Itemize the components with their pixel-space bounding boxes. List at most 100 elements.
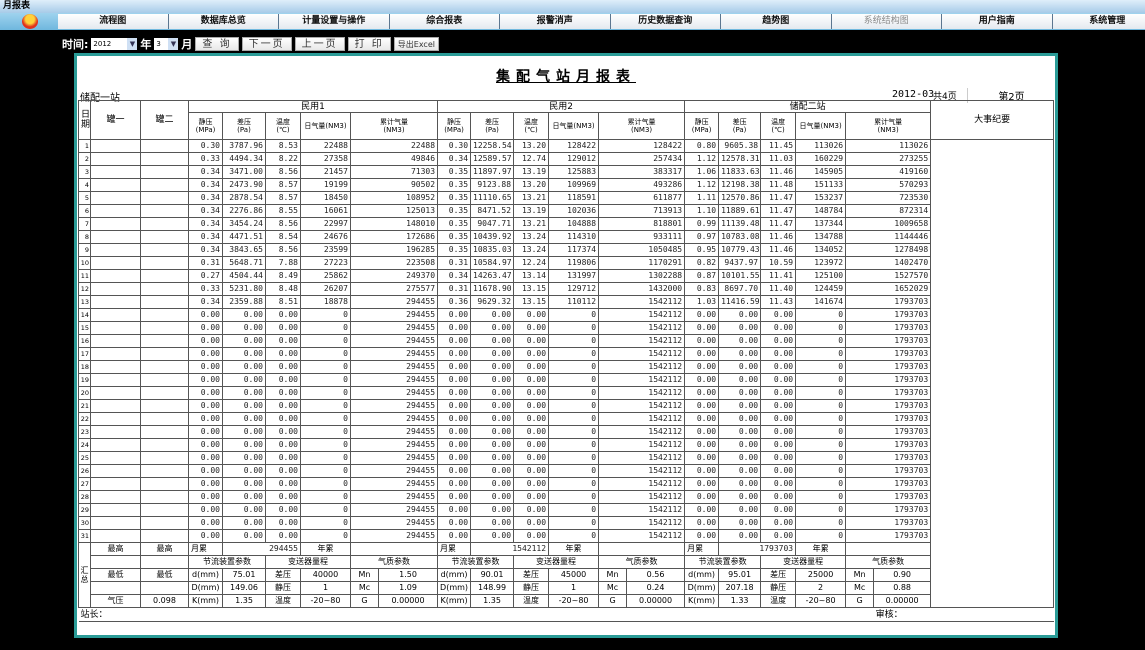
menu-item[interactable]: 系统结构图 bbox=[831, 14, 942, 29]
table-cell: 0.00 bbox=[718, 386, 762, 400]
table-cell: 0.00 bbox=[265, 490, 301, 504]
table-cell: 0.35 bbox=[437, 191, 472, 205]
table-cell: 0.00 bbox=[470, 386, 515, 400]
print-button[interactable]: 打 印 bbox=[347, 36, 391, 51]
table-cell: 0.00 bbox=[684, 347, 720, 361]
table-row: 9 0.34 3843.65 8.56 23599 196285 0.35 10835.03 1… bbox=[78, 243, 1054, 257]
table-cell: 113026 bbox=[795, 139, 847, 153]
tank1-cell bbox=[90, 334, 141, 348]
table-cell: 1542112 bbox=[598, 503, 686, 517]
table-cell: 月累 bbox=[684, 542, 720, 556]
table-cell: 8.55 bbox=[265, 204, 301, 218]
table-row: 21 0.00 0.00 0.00 0 294455 0.00 0.00 0.00 0 154211… bbox=[78, 399, 1054, 413]
table-cell: 0.00 bbox=[437, 464, 472, 478]
menu-item[interactable]: 流程图 bbox=[58, 14, 169, 29]
table-cell: 1542112 bbox=[598, 360, 686, 374]
table-cell: 0.00 bbox=[513, 425, 550, 439]
table-cell: 0.00 bbox=[265, 373, 301, 387]
table-cell: 128422 bbox=[598, 139, 686, 153]
table-row: 7 0.34 3454.24 8.56 22997 148010 0.35 9047.71 13… bbox=[78, 217, 1054, 231]
table-cell: 0.00 bbox=[437, 516, 472, 530]
table-cell bbox=[140, 555, 189, 569]
table-cell: 419160 bbox=[845, 165, 932, 179]
table-cell: 最低 bbox=[140, 568, 189, 582]
table-cell: 0.00 bbox=[684, 477, 720, 491]
table-cell: 0.00 bbox=[265, 464, 301, 478]
table-cell: 0.34 bbox=[188, 230, 223, 244]
table-cell: 294455 bbox=[222, 542, 301, 556]
table-cell: 0 bbox=[795, 503, 847, 517]
table-cell: 0.90 bbox=[873, 568, 932, 582]
table-cell: 0.00000 bbox=[873, 594, 932, 608]
day-cell: 26 bbox=[78, 464, 91, 478]
table-cell: 0.00 bbox=[265, 399, 301, 413]
table-cell: 0.00 bbox=[718, 516, 762, 530]
table-cell: 1542112 bbox=[598, 295, 686, 309]
header-group: 民用1 bbox=[187, 100, 439, 113]
table-cell: 0.00 bbox=[760, 516, 797, 530]
table-row: 16 0.00 0.00 0.00 0 294455 0.00 0.00 0.00 0 154211… bbox=[78, 334, 1054, 348]
month-select[interactable]: 3 ▼ bbox=[154, 37, 179, 50]
table-cell: 1.09 bbox=[377, 581, 439, 595]
tank1-cell bbox=[90, 490, 141, 504]
table-cell: 12589.57 bbox=[470, 152, 515, 166]
menu-item[interactable]: 报警消声 bbox=[500, 14, 611, 29]
table-cell: 1793703 bbox=[845, 321, 932, 335]
table-cell: 0.00 bbox=[513, 477, 550, 491]
table-cell: 223508 bbox=[349, 256, 439, 270]
table-cell: 1542112 bbox=[598, 425, 686, 439]
table-cell: 1542112 bbox=[598, 438, 686, 452]
table-cell: 249370 bbox=[349, 269, 439, 283]
tank1-cell bbox=[90, 451, 141, 465]
table-cell: 0.00 bbox=[265, 516, 301, 530]
table-cell: 13.24 bbox=[513, 243, 550, 257]
menu-item[interactable]: 历史数据查询 bbox=[610, 14, 721, 29]
table-cell: 0.00 bbox=[684, 308, 720, 322]
header-tank2: 罐二 bbox=[140, 100, 189, 140]
tank1-cell bbox=[90, 295, 141, 309]
current-page: 第2页 bbox=[967, 88, 1055, 103]
menu-item[interactable]: 用户指南 bbox=[942, 14, 1053, 29]
prev-page-button[interactable]: 上一页 bbox=[294, 36, 345, 51]
table-cell: 0 bbox=[795, 308, 847, 322]
report-date: 2012-03 bbox=[892, 89, 935, 100]
tank2-cell bbox=[140, 360, 189, 374]
table-cell: 0.27 bbox=[188, 269, 223, 283]
menu-item[interactable]: 综合报表 bbox=[389, 14, 500, 29]
table-cell: K(mm) bbox=[188, 594, 223, 608]
year-select[interactable]: 2012 ▼ bbox=[91, 37, 138, 50]
table-cell: 1793703 bbox=[845, 438, 932, 452]
table-cell: 8.56 bbox=[265, 165, 301, 179]
table-cell: 0.00 bbox=[188, 516, 223, 530]
table-cell: 8.57 bbox=[265, 191, 301, 205]
table-cell: 141674 bbox=[795, 295, 847, 309]
export-excel-button[interactable]: 导出Excel bbox=[393, 36, 439, 51]
table-cell: 0.00 bbox=[684, 516, 720, 530]
menu-item[interactable]: 趋势图 bbox=[721, 14, 832, 29]
tank1-cell bbox=[90, 425, 141, 439]
table-cell: 0.00 bbox=[188, 347, 223, 361]
day-cell: 23 bbox=[78, 425, 91, 439]
time-label: 时间: bbox=[62, 37, 89, 51]
table-cell: 294455 bbox=[349, 529, 439, 543]
table-cell: 8.54 bbox=[265, 230, 301, 244]
table-cell: Mn bbox=[845, 568, 875, 582]
menu-item[interactable]: 计量设置与操作 bbox=[279, 14, 390, 29]
table-cell: 0.00 bbox=[265, 308, 301, 322]
table-cell: 128422 bbox=[548, 139, 600, 153]
table-cell: 13.19 bbox=[513, 165, 550, 179]
query-button[interactable]: 查 询 bbox=[195, 36, 239, 51]
menu-item[interactable]: 系统管理 bbox=[1052, 14, 1145, 29]
menu-item[interactable]: 数据库总览 bbox=[168, 14, 279, 29]
next-page-button[interactable]: 下一页 bbox=[241, 36, 292, 51]
table-row: 25 0.00 0.00 0.00 0 294455 0.00 0.00 0.00 0 154211… bbox=[78, 451, 1054, 465]
table-cell: 0.00 bbox=[470, 438, 515, 452]
table-cell: 0.34 bbox=[437, 269, 472, 283]
station-name: 储配一站 bbox=[80, 93, 120, 104]
table-cell: 1793703 bbox=[845, 386, 932, 400]
header-col: 差压 (Pa) bbox=[718, 112, 762, 140]
table-cell: 9047.71 bbox=[470, 217, 515, 231]
table-cell: 0.00 bbox=[265, 451, 301, 465]
table-cell: 0.00 bbox=[188, 412, 223, 426]
tank2-cell bbox=[140, 139, 189, 153]
